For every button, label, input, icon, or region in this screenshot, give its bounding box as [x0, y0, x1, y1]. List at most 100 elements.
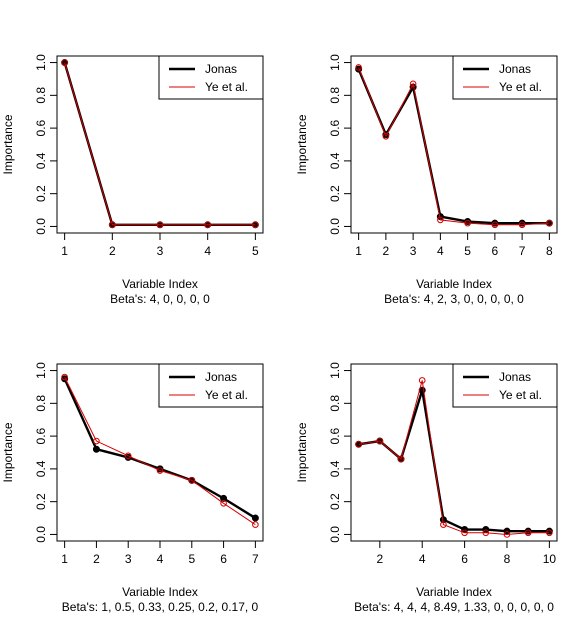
chart-panel-4: 0.0 0.2 0.4 0.6 0.8 1.0 2 4 6 8 10 Variable IndexBe… — [295, 362, 558, 614]
legend-box — [158, 363, 264, 408]
x-tick-label: 1 — [61, 552, 68, 566]
x-tick-label: 5 — [464, 244, 471, 258]
data-point-ye-et-al — [440, 521, 447, 528]
series-line-ye-et-al — [358, 380, 550, 535]
beta-caption: Beta's: 1, 0.5, 0.33, 0.25, 0.2, 0.17, 0 — [62, 600, 259, 614]
chart-panel-1: 0.0 0.2 0.4 0.6 0.8 1.0 1 2 3 4 5 Variable IndexBet… — [1, 54, 264, 306]
x-tick-label: 2 — [93, 552, 100, 566]
beta-caption: Beta's: 4, 2, 3, 0, 0, 0, 0, 0 — [384, 292, 524, 306]
data-point-ye-et-al — [437, 216, 444, 224]
x-tick-label: 4 — [204, 244, 211, 258]
data-point-ye-et-al — [156, 467, 164, 474]
y-tick-label: 0.2 — [34, 493, 48, 510]
data-point-ye-et-al — [524, 529, 532, 537]
legend-label: Jonas — [499, 370, 531, 384]
data-point-ye-et-al — [546, 219, 553, 227]
legend-label: Jonas — [205, 62, 237, 76]
x-tick-label: 2 — [376, 552, 383, 566]
data-point-ye-et-al — [518, 221, 526, 229]
x-axis-label: Variable Index — [122, 585, 198, 599]
x-tick-label: 5 — [188, 552, 195, 566]
beta-caption: Beta's: 4, 4, 4, 8.49, 1.33, 0, 0, 0, 0,… — [354, 600, 554, 614]
y-axis-label: Importance — [1, 114, 15, 174]
x-tick-label: 1 — [61, 244, 68, 258]
y-tick-label: 0.0 — [328, 526, 342, 543]
legend-label: Ye et al. — [205, 80, 248, 94]
data-point-ye-et-al — [464, 219, 471, 227]
data-point-ye-et-al — [382, 133, 390, 140]
data-point-ye-et-al — [397, 455, 405, 463]
legend-box — [452, 55, 558, 100]
data-point-ye-et-al — [124, 452, 132, 460]
legend-label: Ye et al. — [205, 388, 248, 402]
data-point-ye-et-al — [188, 477, 196, 484]
legend-label: Ye et al. — [499, 388, 542, 402]
data-point-ye-et-al — [482, 529, 490, 537]
data-point-ye-et-al — [418, 377, 426, 384]
data-point-jonas — [251, 514, 259, 522]
legend-label: Jonas — [499, 62, 531, 76]
data-point-ye-et-al — [355, 64, 362, 71]
x-tick-label: 3 — [410, 244, 417, 258]
y-tick-label: 1.0 — [34, 362, 48, 379]
data-point-ye-et-al — [109, 221, 116, 229]
data-point-ye-et-al — [220, 500, 227, 507]
x-tick-label: 5 — [252, 244, 259, 258]
x-tick-label: 8 — [504, 552, 511, 566]
data-point-ye-et-al — [546, 529, 553, 537]
x-tick-label: 2 — [383, 244, 390, 258]
x-tick-label: 10 — [543, 552, 557, 566]
data-point-ye-et-al — [61, 59, 68, 66]
x-tick-label: 7 — [252, 552, 259, 566]
y-tick-label: 0.4 — [328, 460, 342, 477]
chart-panel-2: 0.0 0.2 0.4 0.6 0.8 1.0 1 2 3 4 5 6 7 8 Variable Index… — [295, 54, 558, 306]
data-point-ye-et-al — [355, 441, 362, 448]
x-tick-label: 4 — [419, 552, 426, 566]
y-tick-label: 0.6 — [328, 427, 342, 444]
y-tick-label: 0.0 — [34, 526, 48, 543]
legend-box — [158, 55, 264, 100]
legend-label: Jonas — [205, 370, 237, 384]
x-tick-label: 3 — [125, 552, 132, 566]
chart-panel-3: 0.0 0.2 0.4 0.6 0.8 1.0 1 2 3 4 5 6 7 Variable IndexB… — [1, 362, 264, 614]
data-point-ye-et-al — [409, 80, 417, 88]
y-tick-label: 0.2 — [34, 185, 48, 202]
y-tick-label: 0.2 — [328, 493, 342, 510]
x-tick-label: 6 — [220, 552, 227, 566]
y-tick-label: 0.8 — [34, 395, 48, 412]
legend-label: Ye et al. — [499, 80, 542, 94]
y-tick-label: 0.8 — [34, 87, 48, 104]
x-tick-label: 3 — [157, 244, 164, 258]
x-tick-label: 7 — [519, 244, 526, 258]
y-tick-label: 0.6 — [34, 427, 48, 444]
x-tick-label: 6 — [492, 244, 499, 258]
beta-caption: Beta's: 4, 0, 0, 0, 0 — [110, 292, 210, 306]
data-point-jonas — [220, 494, 228, 502]
data-point-ye-et-al — [252, 221, 259, 229]
x-tick-label: 2 — [109, 244, 116, 258]
data-point-ye-et-al — [376, 437, 384, 445]
x-tick-label: 4 — [437, 244, 444, 258]
y-tick-label: 0.8 — [328, 87, 342, 104]
x-tick-label: 4 — [157, 552, 164, 566]
data-point-ye-et-al — [61, 373, 68, 381]
x-tick-label: 1 — [355, 244, 362, 258]
x-axis-label: Variable Index — [416, 277, 492, 291]
data-point-ye-et-al — [204, 221, 211, 229]
x-tick-label: 6 — [461, 552, 468, 566]
x-axis-label: Variable Index — [416, 585, 492, 599]
y-tick-label: 0.0 — [34, 218, 48, 235]
y-axis-label: Importance — [1, 422, 15, 482]
y-tick-label: 0.6 — [328, 119, 342, 136]
y-tick-label: 0.6 — [34, 119, 48, 136]
data-point-ye-et-al — [252, 521, 259, 528]
series-line-ye-et-al — [64, 376, 256, 526]
y-tick-label: 0.0 — [328, 218, 342, 235]
legend-box — [452, 363, 558, 408]
y-tick-label: 0.4 — [34, 460, 48, 477]
data-point-ye-et-al — [93, 437, 100, 445]
y-tick-label: 1.0 — [34, 54, 48, 71]
data-point-ye-et-al — [461, 529, 468, 537]
x-tick-label: 8 — [546, 244, 553, 258]
